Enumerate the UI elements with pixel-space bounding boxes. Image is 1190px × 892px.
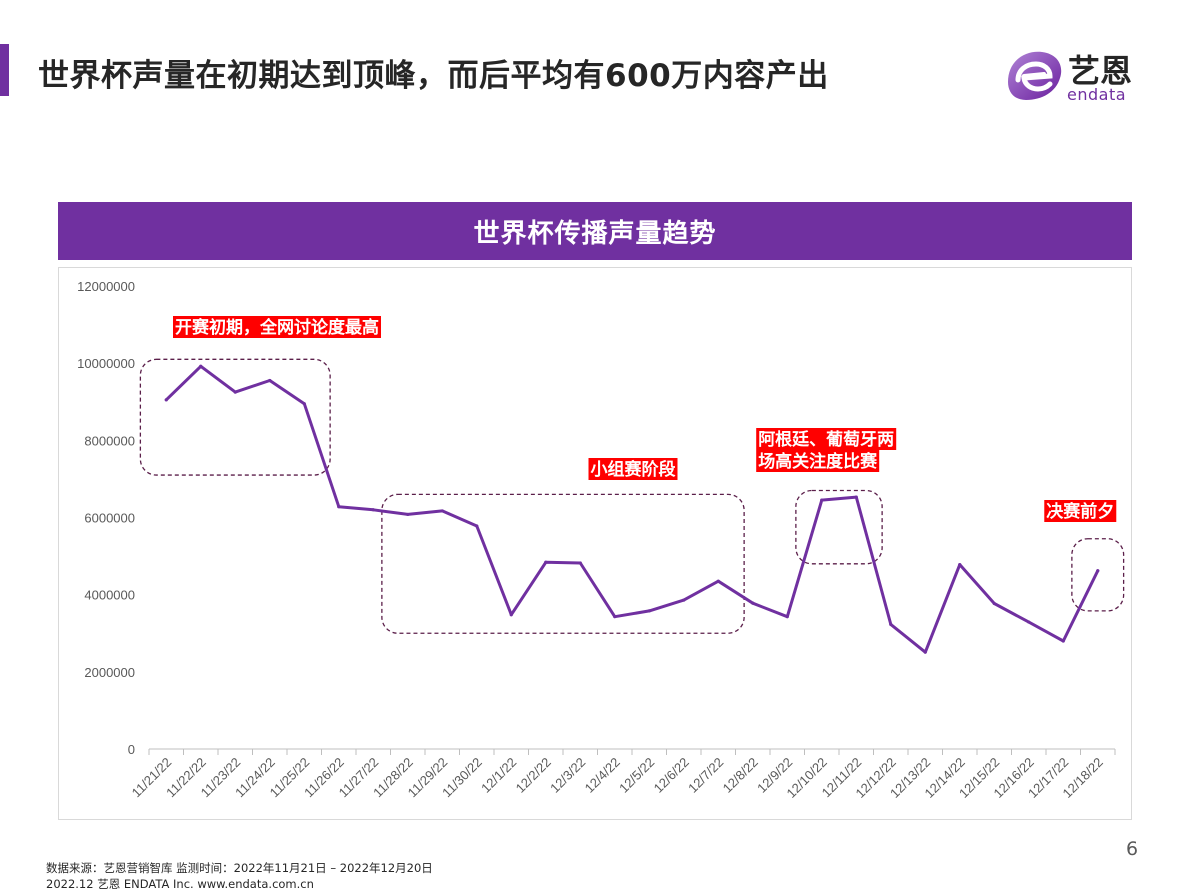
annotation-label-bg [173,316,381,338]
y-tick-label: 8000000 [84,433,135,448]
x-tick-label: 12/2/22 [513,755,554,796]
data-point [268,378,272,383]
annotation-label-bg [756,428,897,450]
annotation-label-bg [1044,500,1117,522]
series-line [164,364,1100,654]
y-tick-label: 2000000 [84,665,135,680]
data-point [337,505,341,509]
data-point [854,495,858,499]
y-tick-label: 12000000 [77,279,135,294]
data-point [1027,620,1031,624]
annotation-label: 阿根廷、葡萄牙两 [758,429,894,450]
line-chart: 0 2000000 4000000 6000000 8000000 10000000 120… [77,279,1125,801]
data-point [544,560,548,564]
endata-logo-icon [1008,51,1062,100]
x-tick-label: 12/6/22 [651,755,692,796]
title-accent-bar [0,44,9,96]
footer-source: 数据来源：艺恩营销智库 监测时间：2022年11月21日 – 2022年12月2… [46,861,433,875]
data-point [1096,569,1100,573]
data-point [440,509,444,513]
data-point [164,398,168,402]
annotation-label: 小组赛阶段 [591,459,676,480]
data-point [233,390,237,394]
annotation-label: 决赛前夕 [1046,501,1114,522]
data-point [509,613,513,617]
data-point [889,622,893,626]
data-point [923,650,927,654]
annotation-box [381,493,745,634]
data-point [716,579,720,583]
data-point [199,364,203,368]
data-point [613,615,617,619]
logo-text-en: endata [1067,85,1127,104]
x-tick-label: 12/8/22 [720,755,761,796]
footer: 数据来源：艺恩营销智库 监测时间：2022年11月21日 – 2022年12月2… [46,860,433,892]
logo-text-cn: 艺恩 [1068,52,1133,90]
x-tick-label: 12/3/22 [547,755,588,796]
annotation-label-bg [756,450,880,472]
data-point [406,512,410,517]
data-point [751,601,755,605]
data-point [578,561,582,565]
annotation-label: 场高关注度比赛 [758,451,878,472]
footer-copyright: 2022.12 艺恩 ENDATA Inc. www.endata.com.cn [46,877,314,891]
x-tick-label: 12/5/22 [616,755,657,796]
y-tick-label: 10000000 [77,356,135,371]
annotation-box [139,358,331,476]
annotation-label-bg [588,458,678,480]
annotation-label: 开赛初期，全网讨论度最高 [175,317,379,338]
data-point [475,524,479,528]
data-point [1061,639,1065,643]
data-point [647,609,651,613]
x-tick-label: 12/4/22 [582,755,623,796]
y-tick-label: 0 [128,742,135,757]
data-point [820,498,824,502]
data-point [958,562,962,567]
chart-frame: 0 2000000 4000000 6000000 8000000 10000000 120… [58,267,1132,820]
y-tick-label: 4000000 [84,588,135,603]
x-tick-label: 12/7/22 [685,755,726,796]
data-point [682,598,686,602]
data-point [371,508,375,512]
data-point [992,601,996,606]
annotation-box [795,489,883,565]
x-tick-label: 12/1/22 [478,755,519,796]
chart-title: 世界杯传播声量趋势 [58,202,1132,260]
y-tick-label: 6000000 [84,511,135,526]
data-point [785,615,789,619]
data-point [302,402,306,406]
annotation-box [1071,538,1125,612]
endata-logo: 艺恩 endata [1004,46,1149,106]
page-number: 6 [1126,838,1139,860]
page-title: 世界杯声量在初期达到顶峰，而后平均有600万内容产出 [38,58,829,94]
